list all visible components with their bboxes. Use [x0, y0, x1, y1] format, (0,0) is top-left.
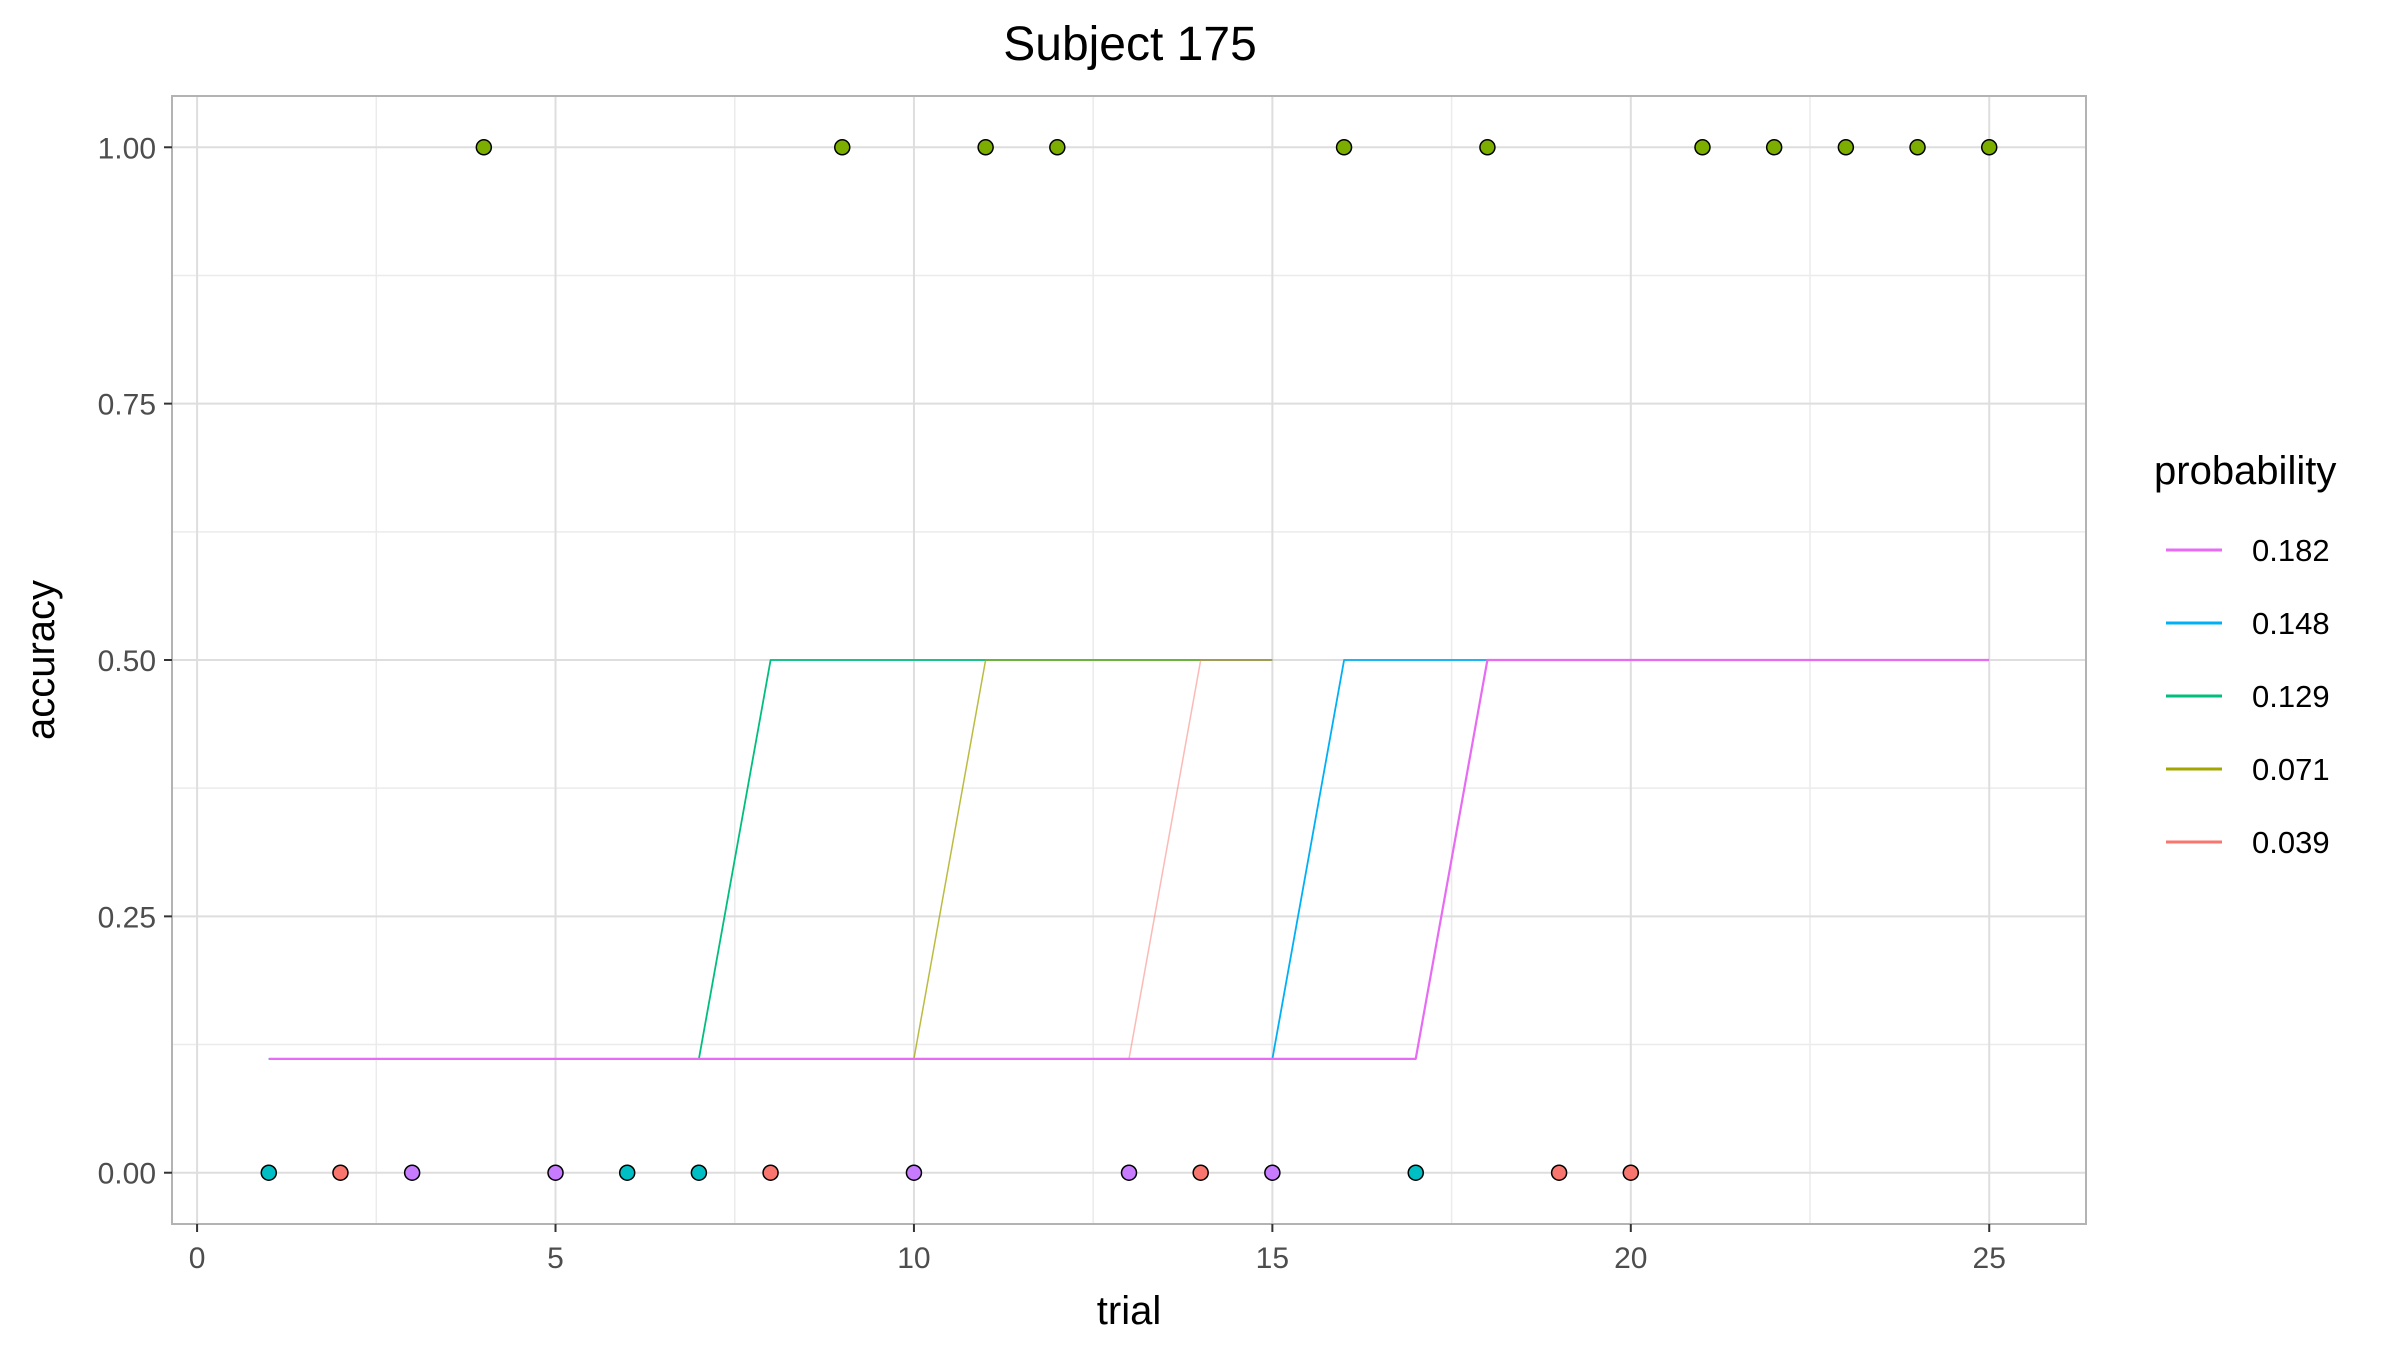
y-tick-label: 0.25 [98, 901, 156, 934]
data-point [834, 139, 851, 156]
legend-title: probability [2154, 449, 2336, 493]
y-tick-label: 1.00 [98, 132, 156, 165]
x-tick-label: 0 [189, 1242, 206, 1275]
data-point [1049, 139, 1066, 156]
legend-entry: 0.182 [2166, 533, 2330, 568]
legend-label: 0.071 [2252, 752, 2330, 787]
legend-label: 0.182 [2252, 533, 2330, 568]
x-tick-label: 5 [547, 1242, 564, 1275]
x-tick-label: 20 [1614, 1242, 1647, 1275]
series-line-0.182 [268, 658, 1990, 1061]
y-tick-label: 0.00 [98, 1158, 156, 1191]
data-point [762, 1164, 779, 1181]
data-point [1264, 1164, 1281, 1181]
legend-label: 0.148 [2252, 606, 2330, 641]
chart-title: Subject 175 [1003, 18, 1257, 71]
data-point [905, 1164, 923, 1181]
y-axis-ticks: 0.00 0.25 0.50 0.75 1.00 [98, 132, 172, 1191]
legend-label: 0.129 [2252, 679, 2330, 714]
data-point [618, 1164, 636, 1181]
data-point [332, 1164, 349, 1181]
legend-entry: 0.071 [2166, 752, 2330, 787]
data-point [690, 1164, 708, 1181]
x-axis-ticks: 0 5 10 15 20 25 [189, 1224, 2006, 1275]
data-point [547, 1164, 564, 1181]
legend-entry: 0.148 [2166, 606, 2330, 641]
data-point [977, 139, 994, 156]
data-point [260, 1164, 278, 1181]
x-axis-title: trial [1097, 1289, 1161, 1333]
data-point [1335, 139, 1353, 156]
data-point [1980, 139, 1998, 156]
data-point [403, 1164, 421, 1181]
y-tick-label: 0.75 [98, 389, 156, 422]
data-point [475, 139, 493, 156]
y-axis-title: accuracy [19, 580, 63, 740]
data-point [1837, 139, 1855, 156]
x-tick-label: 25 [1973, 1242, 2006, 1275]
data-point [1765, 139, 1783, 156]
legend-entry: 0.039 [2166, 825, 2330, 860]
legend-entry: 0.129 [2166, 679, 2330, 714]
legend-entries: 0.182 0.148 0.129 0.071 0.039 [2166, 533, 2330, 860]
data-point [1622, 1164, 1640, 1181]
legend-label: 0.039 [2252, 825, 2330, 860]
data-points [260, 139, 1998, 1181]
data-point [1694, 139, 1711, 156]
data-point [1407, 1164, 1424, 1181]
data-point [1479, 139, 1496, 156]
y-tick-label: 0.50 [98, 645, 156, 678]
data-point [1550, 1164, 1568, 1181]
series-lines [268, 658, 1990, 1061]
data-point [1120, 1164, 1138, 1181]
data-point [1192, 1164, 1209, 1181]
x-tick-label: 15 [1256, 1242, 1289, 1275]
x-tick-label: 10 [897, 1242, 930, 1275]
legend: probability 0.182 0.148 0.129 0.071 0.039 [2154, 449, 2336, 860]
data-point [1909, 139, 1926, 156]
